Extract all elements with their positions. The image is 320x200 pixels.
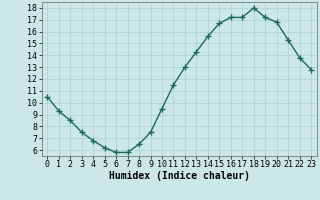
X-axis label: Humidex (Indice chaleur): Humidex (Indice chaleur)	[109, 171, 250, 181]
